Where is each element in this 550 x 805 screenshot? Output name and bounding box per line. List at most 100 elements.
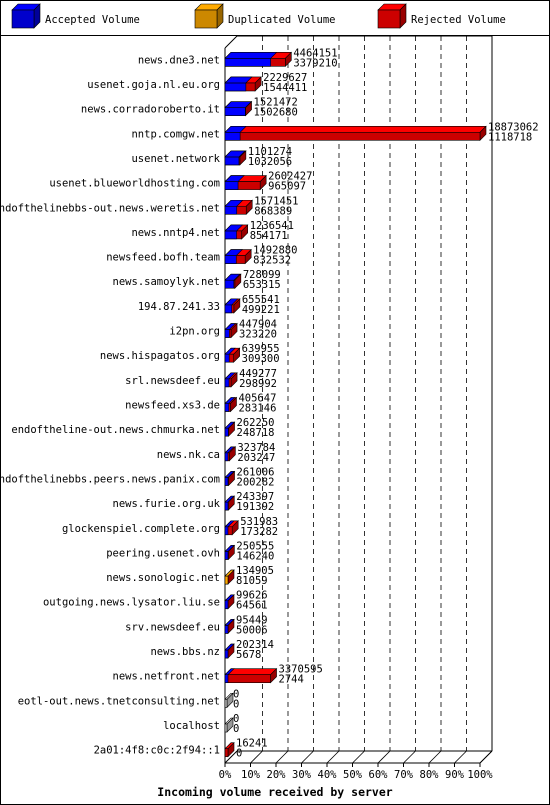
server-label: news.sonologic.net [106, 572, 220, 584]
value-accepted: 1544411 [263, 82, 307, 94]
x-tick-label: 40% [318, 769, 338, 781]
server-label: peering.usenet.ovh [106, 547, 220, 559]
legend: Accepted Volume Duplicated Volume Rejected… [11, 3, 506, 29]
server-label: news.nntp4.net [131, 227, 220, 239]
x-tick-label: 20% [267, 769, 287, 781]
value-total: 323784 [237, 442, 275, 454]
server-label: 2a01:4f8:c0c:2f94::1 [94, 745, 220, 757]
server-label: i2pn.org [169, 326, 220, 338]
bar-accepted-top [224, 619, 235, 626]
legend-label-2: Rejected Volume [411, 14, 506, 26]
bar-accepted [224, 674, 229, 684]
floor-gridline [454, 750, 467, 764]
server-label: news.dne3.net [138, 54, 220, 66]
bar-accepted [224, 403, 230, 412]
server-label: newsfeed.bofh.team [106, 252, 220, 264]
value-total: 2229627 [263, 72, 307, 84]
x-axis-title: Incoming volume received by server [157, 785, 392, 799]
floor-gridline [428, 750, 442, 764]
x-tick-label: 90% [445, 769, 465, 781]
value-accepted: 200282 [237, 476, 275, 488]
server-label: news.bbs.nz [150, 646, 220, 658]
bar-accepted [224, 575, 229, 585]
x-tick-label: 70% [394, 769, 414, 781]
value-total: 0 [233, 713, 239, 725]
value-accepted: 1502680 [254, 107, 298, 119]
bar-accepted-top [224, 224, 244, 232]
value-total: 3370595 [279, 664, 323, 676]
server-label: srl.newsdeef.eu [125, 375, 220, 387]
bar-accepted-top [224, 397, 236, 404]
value-total: 1571451 [254, 195, 298, 207]
value-total: 1236541 [250, 220, 294, 232]
bar-accepted-top [224, 495, 235, 503]
value-accepted: 2744 [279, 674, 304, 686]
server-label: eotl-out.news.tnetconsulting.net [18, 695, 220, 707]
server-label: usenet.blueworldhosting.com [49, 178, 220, 190]
bar-accepted [224, 255, 237, 264]
bar-accepted [224, 353, 230, 363]
value-accepted: 1032056 [248, 156, 292, 168]
value-total: 447904 [239, 319, 277, 331]
server-label: usenet.network [131, 153, 220, 165]
value-accepted: 298992 [239, 378, 277, 390]
value-total: 531983 [240, 516, 278, 528]
legend-swatch-1 [194, 3, 224, 29]
bar-accepted [224, 82, 247, 92]
value-total: 243397 [236, 491, 274, 503]
value-total: 202314 [236, 639, 274, 651]
bar-accepted [224, 205, 238, 215]
value-accepted: 832532 [253, 255, 291, 267]
value-accepted: 0 [233, 698, 239, 710]
value-accepted: 499221 [242, 304, 280, 316]
value-accepted: 1118718 [488, 131, 532, 143]
x-tick-label: 100% [467, 769, 493, 781]
bar-accepted-top [224, 323, 237, 330]
bar-accepted [224, 156, 240, 166]
server-label: news.furie.org.uk [113, 498, 221, 510]
legend-swatch-0 [11, 3, 41, 29]
bar-accepted [224, 501, 229, 511]
floor-gridline [377, 750, 391, 764]
bar-accepted-top [224, 298, 239, 306]
floor-gridline [352, 750, 365, 764]
value-total: 16241 [236, 738, 268, 750]
bar-accepted [224, 625, 229, 634]
bar-accepted [224, 329, 230, 338]
value-total: 639955 [242, 343, 280, 355]
value-accepted: 653315 [243, 279, 281, 291]
floor-gridline [301, 750, 314, 764]
value-accepted: 323220 [239, 329, 277, 341]
legend-swatch-2 [377, 3, 407, 29]
bar-accepted-top [224, 471, 235, 478]
bar-accepted-top [224, 372, 236, 380]
server-label: news.corradoroberto.it [81, 104, 220, 116]
bar-accepted [224, 427, 229, 437]
server-label: endoftheline-out.news.chmurka.net [11, 424, 220, 436]
x-tick-label: 10% [241, 769, 261, 781]
value-total: 250555 [236, 540, 274, 552]
bar-accepted-top [224, 347, 236, 355]
bar-accepted-top [224, 101, 253, 108]
value-total: 1492880 [253, 245, 297, 257]
value-accepted: 146240 [236, 550, 274, 562]
x-tick-label: 30% [292, 769, 312, 781]
bar-accepted [224, 600, 229, 610]
value-total: 1101274 [248, 146, 292, 158]
bar-accepted-top [224, 175, 245, 182]
bar-accepted [224, 452, 229, 462]
wall-top-line [224, 35, 238, 49]
bar-total [224, 125, 487, 142]
floor-gridline [275, 750, 289, 764]
x-tick-label: 60% [369, 769, 389, 781]
value-accepted: 81059 [236, 575, 268, 587]
server-label: usenet.goja.nl.eu.org [87, 79, 220, 91]
x-tick-label: 50% [343, 769, 363, 781]
value-accepted: 309300 [242, 353, 280, 365]
bar-empty [224, 717, 234, 733]
value-accepted: 3379210 [293, 57, 337, 69]
bar-accepted-top [224, 199, 244, 207]
value-accepted: 173282 [240, 526, 278, 538]
